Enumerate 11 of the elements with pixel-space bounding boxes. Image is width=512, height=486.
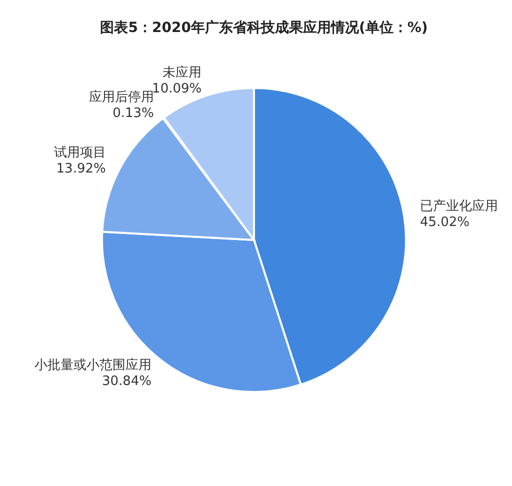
data-label: 45.02% (420, 214, 470, 230)
data-label: 10.09% (152, 81, 202, 96)
chart-title: 图表5：2020年广东省科技成果应用情况(单位：%) (100, 19, 428, 36)
slice-label: 小批量或小范围应用 (34, 357, 152, 374)
slice-label: 未应用 (162, 64, 202, 80)
data-label: 30.84% (102, 374, 152, 390)
slice-label: 试用项目 (54, 146, 106, 161)
slice-label: 应用后停用 (88, 89, 154, 106)
data-label: 0.13% (112, 106, 154, 122)
data-label: 13.92% (56, 162, 106, 177)
slice-label: 已产业化应用 (420, 198, 498, 214)
